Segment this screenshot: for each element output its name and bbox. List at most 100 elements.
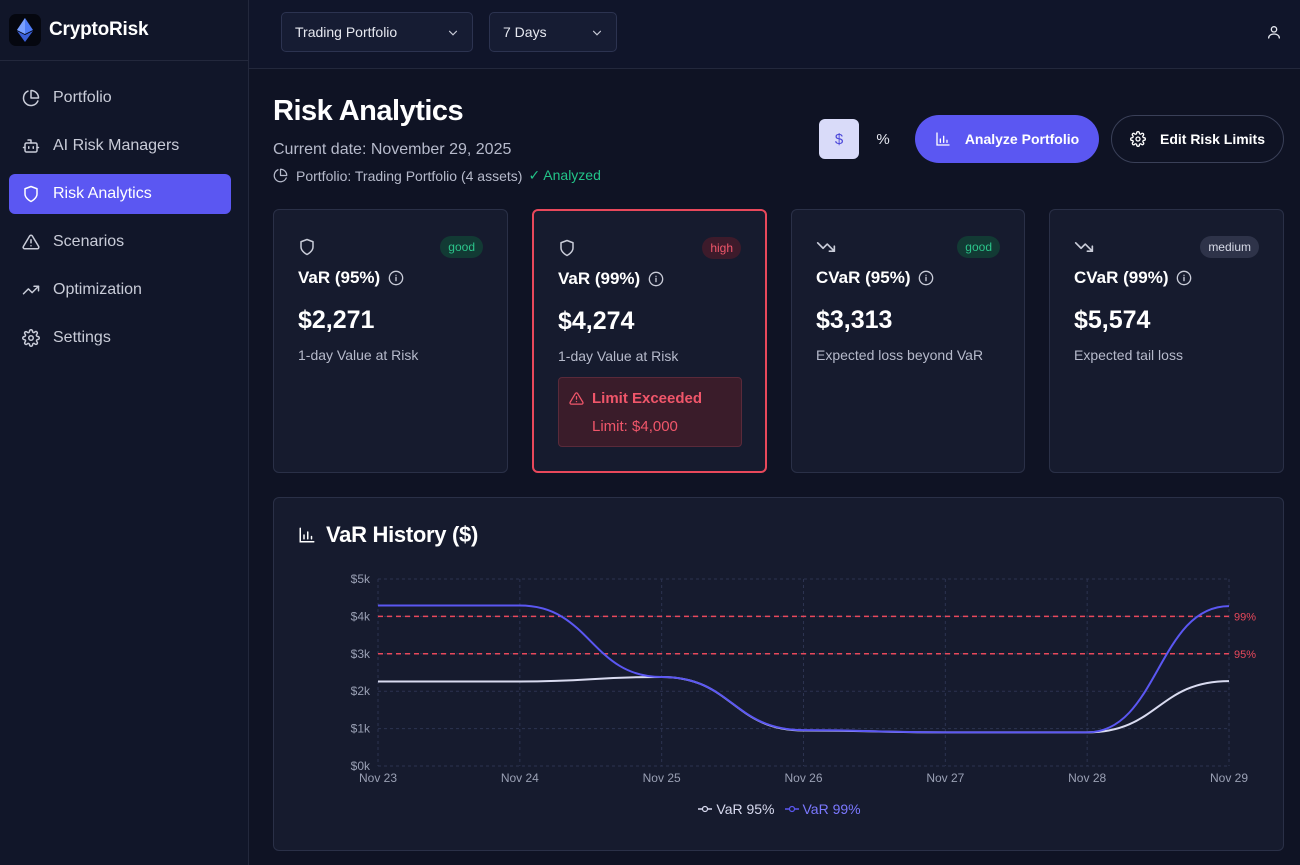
card-title: VaR (99%): [558, 269, 664, 289]
sidebar-item-ai-risk-managers[interactable]: AI Risk Managers: [9, 126, 231, 166]
y-tick-label: $3k: [351, 647, 371, 661]
page-title: Risk Analytics: [273, 95, 464, 127]
warning-icon: [22, 233, 40, 251]
info-icon[interactable]: [918, 270, 934, 286]
chevron-down-icon: [446, 26, 460, 43]
legend-item-var99[interactable]: VaR 99%: [784, 801, 861, 817]
gear-icon: [22, 329, 40, 347]
sidebar-item-optimization[interactable]: Optimization: [9, 270, 231, 310]
legend-item-var95[interactable]: VaR 95%: [698, 801, 775, 817]
current-date: Current date: November 29, 2025: [273, 141, 512, 158]
trending-up-icon: [22, 281, 40, 299]
brand[interactable]: CryptoRisk: [0, 0, 248, 61]
reference-line-label: 99%: [1234, 611, 1256, 623]
portfolio-info: Portfolio: Trading Portfolio (4 assets) …: [273, 167, 601, 184]
period-select-value: 7 Days: [503, 24, 547, 40]
legend-label: VaR 99%: [802, 801, 861, 817]
warning-icon: [569, 391, 584, 406]
analyzed-status: ✓ Analyzed: [528, 167, 601, 183]
var-history-panel: VaR History ($) $0k $1k $2k $3k $4k $5k Nov 23…: [273, 497, 1284, 851]
sidebar-item-label: Optimization: [53, 281, 142, 298]
ethereum-logo-icon: [9, 14, 41, 46]
metric-card-var99: high VaR (99%) $4,274 1-day Value at Ris…: [532, 209, 767, 473]
pie-chart-icon: [273, 168, 288, 183]
legend-label: VaR 95%: [716, 801, 775, 817]
x-tick-label: Nov 25: [643, 771, 681, 785]
card-title-text: CVaR (95%): [816, 268, 911, 287]
period-select[interactable]: 7 Days: [489, 12, 617, 52]
portfolio-select-value: Trading Portfolio: [295, 24, 398, 40]
card-value: $4,274: [558, 307, 635, 335]
analyze-portfolio-button[interactable]: Analyze Portfolio: [915, 115, 1099, 163]
card-title-text: VaR (95%): [298, 268, 381, 287]
y-tick-label: $5k: [351, 572, 371, 586]
card-subtitle: Expected loss beyond VaR: [816, 347, 984, 363]
sidebar-item-label: Risk Analytics: [53, 185, 152, 202]
portfolio-select[interactable]: Trading Portfolio: [281, 12, 473, 52]
status-badge: high: [702, 237, 741, 259]
y-tick-label: $0k: [351, 759, 371, 773]
chart-title-text: VaR History ($): [326, 522, 478, 547]
status-badge: good: [440, 236, 483, 258]
limit-exceeded-alert: Limit Exceeded Limit: $4,000: [558, 377, 742, 447]
info-icon[interactable]: [1176, 270, 1192, 286]
metric-card-cvar95: good CVaR (95%) $3,313 Expected loss bey…: [791, 209, 1025, 473]
brand-name: CryptoRisk: [49, 19, 149, 40]
card-title-text: CVaR (99%): [1074, 268, 1169, 287]
series-line-var99: [378, 604, 1230, 734]
x-tick-label: Nov 26: [784, 771, 822, 785]
sidebar-item-label: Portfolio: [53, 89, 112, 106]
sidebar-nav: Portfolio AI Risk Managers Risk Analytic…: [0, 61, 248, 358]
chart-title: VaR History ($): [298, 522, 478, 548]
user-icon[interactable]: [1266, 24, 1282, 45]
card-subtitle: Expected tail loss: [1074, 347, 1183, 363]
var-history-chart: $0k $1k $2k $3k $4k $5k Nov 23 Nov 24 Nov 25 Nov …: [351, 572, 1257, 785]
pie-chart-icon: [22, 89, 40, 107]
sidebar-item-settings[interactable]: Settings: [9, 318, 231, 358]
status-badge: good: [957, 236, 1000, 258]
trending-down-icon: [1074, 237, 1094, 262]
x-tick-label: Nov 23: [359, 771, 397, 785]
chevron-down-icon: [590, 26, 604, 43]
x-tick-label: Nov 24: [501, 771, 539, 785]
sidebar-item-scenarios[interactable]: Scenarios: [9, 222, 231, 262]
reference-line-label: 95%: [1234, 649, 1256, 661]
info-icon[interactable]: [388, 270, 404, 286]
x-tick-label: Nov 29: [1210, 771, 1248, 785]
sidebar-item-portfolio[interactable]: Portfolio: [9, 78, 231, 118]
bar-chart-icon: [298, 526, 316, 544]
metric-card-cvar99: medium CVaR (99%) $5,574 Expected tail l…: [1049, 209, 1284, 473]
x-tick-label: Nov 27: [926, 771, 964, 785]
shield-icon: [22, 185, 40, 203]
shield-icon: [558, 238, 576, 263]
metric-card-var95: good VaR (95%) $2,271 1-day Value at Ris…: [273, 209, 508, 473]
y-tick-label: $1k: [351, 722, 371, 736]
sidebar-item-label: Scenarios: [53, 233, 125, 250]
sidebar: CryptoRisk Portfolio AI Risk Managers Ri…: [0, 0, 249, 865]
edit-risk-limits-button[interactable]: Edit Risk Limits: [1111, 115, 1284, 163]
limit-alert-title-text: Limit Exceeded: [592, 390, 703, 407]
edit-risk-limits-label: Edit Risk Limits: [1159, 131, 1266, 147]
info-icon[interactable]: [648, 271, 664, 287]
chart-legend: VaR 95% VaR 99%: [274, 801, 1285, 817]
analyze-portfolio-label: Analyze Portfolio: [964, 131, 1080, 147]
sidebar-item-label: Settings: [53, 329, 111, 346]
card-title-text: VaR (99%): [558, 269, 641, 288]
sidebar-item-label: AI Risk Managers: [53, 137, 180, 154]
currency-toggle-percent[interactable]: %: [876, 130, 890, 148]
portfolio-label: Portfolio: Trading Portfolio (4 assets): [296, 167, 523, 184]
card-value: $5,574: [1074, 306, 1151, 334]
card-subtitle: 1-day Value at Risk: [558, 348, 679, 364]
trending-down-icon: [816, 237, 836, 262]
status-badge: medium: [1200, 236, 1259, 258]
limit-alert-title: Limit Exceeded: [569, 390, 702, 407]
shield-icon: [298, 237, 316, 262]
bot-icon: [22, 137, 40, 155]
card-title: VaR (95%): [298, 268, 404, 288]
card-value: $3,313: [816, 306, 893, 334]
limit-value: Limit: $4,000: [592, 418, 678, 435]
gear-icon: [1130, 131, 1146, 147]
sidebar-item-risk-analytics[interactable]: Risk Analytics: [9, 174, 231, 214]
currency-toggle-dollar[interactable]: $: [819, 119, 859, 159]
card-title: CVaR (95%): [816, 268, 934, 288]
